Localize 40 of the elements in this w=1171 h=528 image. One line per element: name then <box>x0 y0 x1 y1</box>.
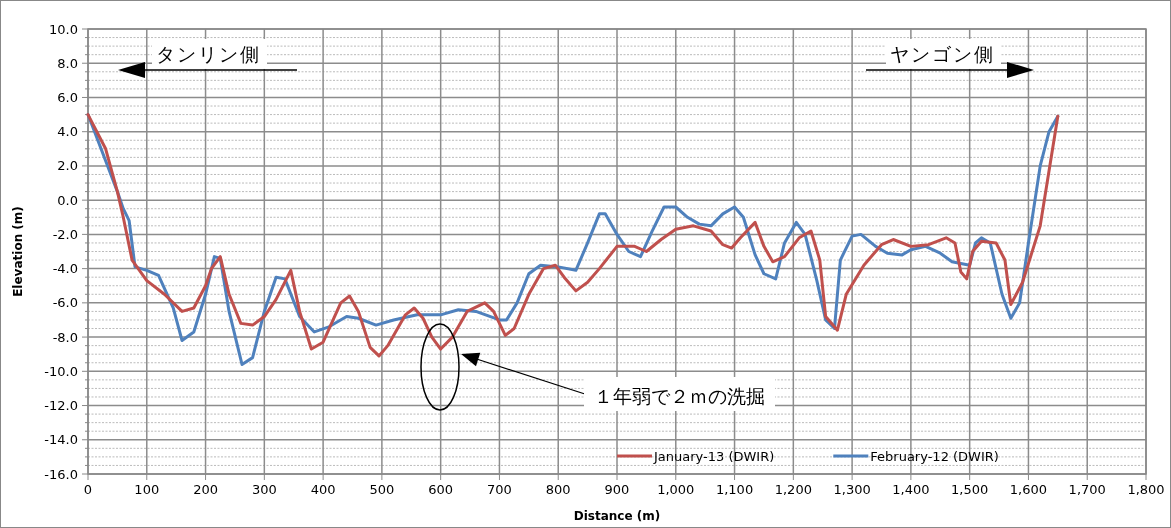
y-tick-label: 2.0 <box>57 158 78 174</box>
x-tick-label: 400 <box>310 482 336 497</box>
x-tick-label: 1,500 <box>951 482 989 497</box>
y-axis-title: Elevation (m) <box>11 206 25 297</box>
x-tick-label: 200 <box>193 482 218 497</box>
x-tick-label: 0 <box>83 482 93 497</box>
x-tick-label: 900 <box>604 482 630 497</box>
x-tick-label: 1,600 <box>1009 482 1048 497</box>
x-tick-label: 1,200 <box>774 482 812 497</box>
y-tick-label: -10.0 <box>44 363 78 379</box>
annotation: ヤンゴン側 <box>890 42 995 65</box>
y-tick-label: -4.0 <box>52 261 78 277</box>
y-tick-label: -6.0 <box>52 295 78 311</box>
x-tick-label: 1,400 <box>892 482 930 497</box>
y-tick-label: 10.0 <box>49 21 78 37</box>
x-tick-label: 1,700 <box>1068 482 1106 497</box>
annotation: １年弱で２ｍの洗掘 <box>594 385 765 407</box>
y-tick-label: -8.0 <box>52 329 78 345</box>
x-axis-title: Distance (m) <box>573 509 661 523</box>
x-tick-label: 1,100 <box>715 482 754 497</box>
y-tick-label: -16.0 <box>44 466 78 482</box>
y-tick-label: -12.0 <box>44 398 78 414</box>
y-tick-label: 8.0 <box>57 55 78 71</box>
x-tick-label: 1,800 <box>1127 482 1165 497</box>
x-tick-label: 300 <box>251 482 277 497</box>
x-tick-label: 500 <box>369 482 395 497</box>
x-tick-label: 1,000 <box>657 482 695 497</box>
y-tick-label: 0.0 <box>57 192 78 208</box>
y-tick-label: -14.0 <box>44 432 78 448</box>
x-tick-label: 100 <box>134 482 160 497</box>
x-tick-label: 1,300 <box>833 482 871 497</box>
legend-label: January-13 (DWIR) <box>653 448 775 464</box>
x-tick-label: 700 <box>487 482 512 497</box>
y-tick-label: -2.0 <box>52 226 78 242</box>
x-tick-label: 600 <box>428 482 454 497</box>
y-tick-label: 4.0 <box>57 124 78 140</box>
y-tick-label: 6.0 <box>57 89 78 105</box>
x-tick-label: 800 <box>545 482 571 497</box>
annotation: タンリン側 <box>156 42 261 65</box>
legend-label: February-12 (DWIR) <box>870 448 999 464</box>
